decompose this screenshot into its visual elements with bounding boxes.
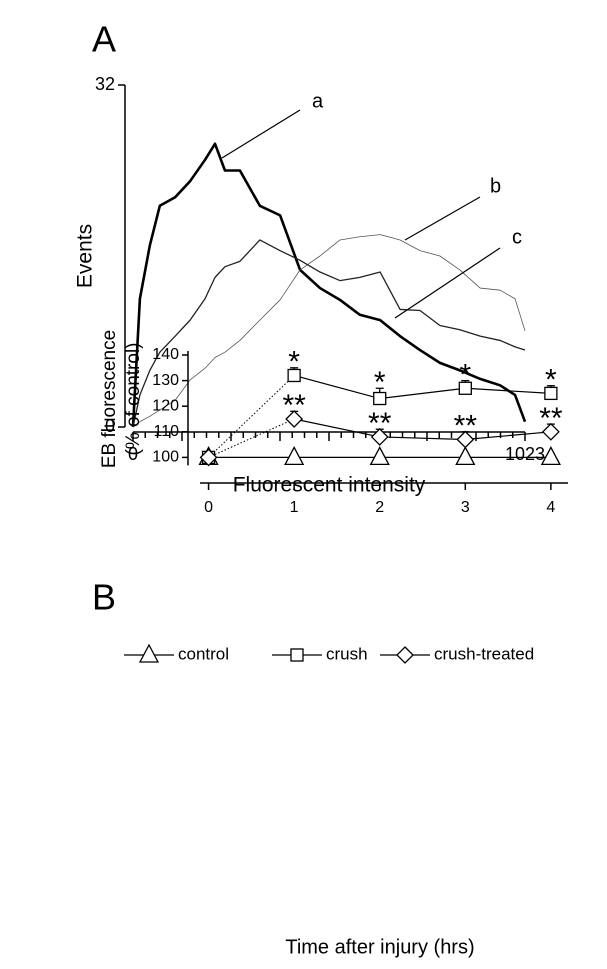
data-point [544,386,558,401]
leader-line [404,196,481,241]
y-axis-label: EB fluorescence [99,330,120,468]
x-axis-label: Fluorescent intensity [233,474,426,497]
series-label: a [312,90,324,112]
y-tick-label: 130 [152,372,179,389]
legend-label: crush [326,644,368,663]
dotted-segment [208,418,295,458]
series-label: b [490,175,501,197]
histogram-line [132,239,526,428]
y-tick-label: 0 [105,416,115,436]
data-point [540,446,561,466]
significance-mark: ** [539,402,563,435]
x-tick-label: 2 [375,499,384,516]
legend-label: crush-treated [434,644,534,663]
data-point [541,422,560,441]
significance-mark: * [545,364,557,397]
significance-mark: * [288,346,300,379]
data-point [456,430,475,449]
data-point [370,428,389,446]
y-tick-label: 110 [153,423,179,440]
series-label: c [512,226,522,248]
data-point [458,381,472,395]
dotted-segment [208,375,295,458]
panel-label: B [92,577,116,618]
data-point [287,368,301,383]
y-tick-label: 100 [152,449,179,466]
significance-mark: ** [454,410,478,443]
y-axis-label: (% of control) [123,343,144,456]
legend-marker [396,646,414,664]
x-tick-label: 3 [461,499,470,516]
series-line [294,418,551,441]
significance-mark: ** [368,407,392,440]
data-point [284,446,305,466]
data-point [369,446,390,466]
x-tick-label: 0 [204,499,213,516]
significance-mark: ** [282,389,306,422]
series-line [293,374,551,400]
x-tick-label: 0 [128,444,138,464]
significance-mark: * [374,366,386,399]
histogram-line [132,234,526,428]
x-tick-label: 1 [290,499,299,516]
legend-marker [290,648,304,662]
x-axis-label: Time after injury (hrs) [285,936,474,958]
x-tick-label: 4 [546,499,555,516]
significance-mark: * [459,359,471,392]
x-tick-label: 1023 [505,444,545,464]
leader-line [394,247,501,319]
panel-label: A [92,19,116,60]
legend-label: control [178,644,229,663]
y-axis-label: Events [74,224,97,288]
data-point [373,391,387,406]
y-tick-label: 120 [152,397,179,414]
data-point [285,410,304,428]
data-point [199,448,218,467]
leader-line [221,109,301,159]
y-tick-label: 32 [95,74,115,94]
legend-marker [138,643,160,663]
data-point [455,446,476,466]
y-tick-label: 140 [152,346,179,363]
